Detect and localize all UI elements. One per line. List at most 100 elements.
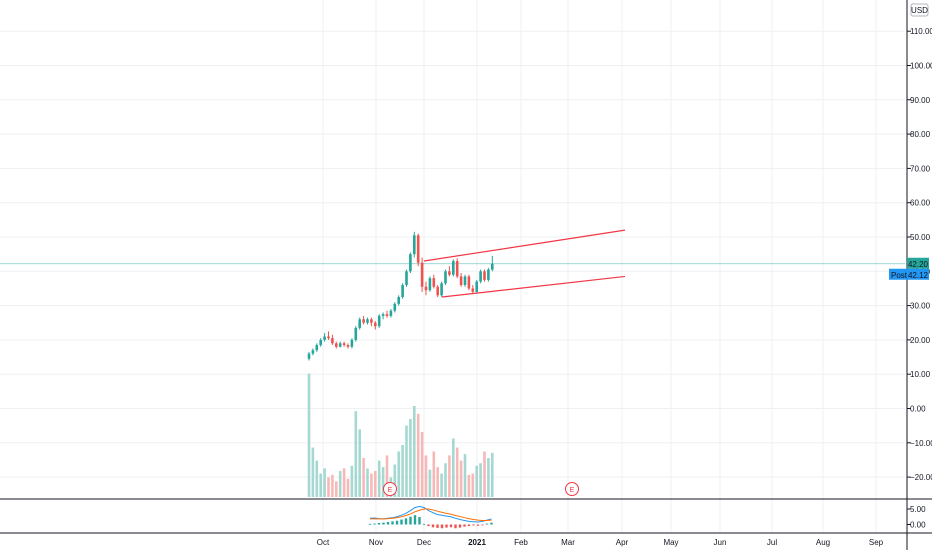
price-tick-label: −10.00 bbox=[910, 439, 932, 448]
macd-histogram-bar bbox=[404, 518, 408, 525]
candle-body bbox=[452, 261, 455, 275]
candle-body bbox=[350, 339, 354, 347]
macd-histogram-bar bbox=[472, 524, 475, 526]
candle-body bbox=[463, 276, 467, 286]
candle-body bbox=[440, 283, 443, 296]
price-tick-label: 30.00 bbox=[910, 302, 931, 311]
volume-bar bbox=[362, 458, 365, 497]
time-tick-label: 2021 bbox=[468, 538, 486, 547]
time-axis: Oct Nov Dec 2021 Feb Mar Apr May Jun Jul Aug Sep bbox=[317, 538, 884, 547]
volume-bar bbox=[487, 458, 490, 497]
macd-histogram-bar bbox=[382, 522, 385, 525]
macd-histogram-bar bbox=[440, 524, 444, 529]
macd-histogram-bar bbox=[400, 519, 403, 525]
candle-body bbox=[335, 343, 338, 347]
volume-bar bbox=[397, 451, 400, 497]
macd-histogram-bar bbox=[418, 517, 421, 525]
post-price-tag: Post bbox=[891, 271, 908, 280]
price-tick-label: −20.00 bbox=[910, 473, 932, 482]
time-tick-label: Aug bbox=[816, 538, 830, 547]
volume-bar bbox=[354, 411, 358, 497]
trend-channel bbox=[423, 229, 626, 298]
candle-body bbox=[483, 271, 486, 280]
time-tick-label: Oct bbox=[317, 538, 330, 547]
volume-bar bbox=[342, 468, 346, 497]
candle-body bbox=[436, 286, 439, 296]
candle-body bbox=[354, 327, 358, 340]
macd-histogram-bar bbox=[377, 522, 381, 525]
candle-body bbox=[448, 271, 451, 275]
price-tick-label: 70.00 bbox=[910, 164, 931, 173]
candle-body bbox=[323, 336, 326, 340]
candle-body bbox=[389, 310, 393, 316]
price-tick-label: 80.00 bbox=[910, 130, 931, 139]
volume-bar bbox=[366, 468, 369, 497]
volume-bar bbox=[424, 455, 428, 497]
volume-bar bbox=[420, 432, 424, 497]
volume-bar bbox=[346, 478, 350, 497]
candle-body bbox=[346, 345, 350, 347]
candle-body bbox=[358, 319, 361, 328]
candle-body bbox=[366, 319, 369, 323]
macd-histogram-bar bbox=[422, 523, 426, 525]
candle-body bbox=[374, 322, 377, 327]
macd-histogram-bar bbox=[467, 524, 471, 527]
volume-bar bbox=[311, 447, 315, 497]
macd-tick-label: 5.00 bbox=[910, 505, 926, 514]
last-price-badge bbox=[907, 257, 929, 269]
earnings-marker-label: E bbox=[570, 487, 575, 494]
volume-bar bbox=[393, 464, 397, 497]
volume-bar bbox=[483, 451, 486, 497]
candle-body bbox=[409, 254, 412, 272]
volume-bar bbox=[432, 451, 436, 497]
volume-bar bbox=[444, 463, 447, 497]
volume-bar bbox=[413, 406, 416, 497]
volume-bar bbox=[416, 413, 420, 497]
channel-lower-line[interactable] bbox=[441, 275, 626, 298]
volume-bar bbox=[452, 438, 455, 497]
volume-bar bbox=[358, 429, 361, 497]
candle-body bbox=[416, 235, 420, 263]
currency-badge[interactable] bbox=[910, 3, 929, 17]
candle-body bbox=[381, 314, 385, 316]
earnings-marker[interactable]: E bbox=[383, 482, 397, 496]
volume-bar bbox=[401, 445, 404, 497]
candle-body bbox=[471, 288, 475, 292]
candle-body bbox=[491, 263, 494, 270]
macd-histogram-bar bbox=[427, 524, 430, 527]
volume-bar bbox=[409, 419, 412, 497]
time-tick-label: Sep bbox=[869, 538, 884, 547]
macd-histogram-bar bbox=[454, 524, 457, 529]
price-tick-label: 0.00 bbox=[910, 405, 926, 414]
candle-body bbox=[370, 319, 373, 323]
candle-body bbox=[338, 343, 342, 347]
price-tick-label: 10.00 bbox=[910, 370, 931, 379]
last-price-label: 42.20 bbox=[908, 260, 929, 269]
channel-upper-line[interactable] bbox=[423, 229, 626, 262]
price-tick-label: 20.00 bbox=[910, 336, 931, 345]
macd-histogram-bar bbox=[445, 524, 448, 528]
volume-bar bbox=[319, 473, 322, 497]
time-tick-label: Jun bbox=[714, 538, 727, 547]
candle-body bbox=[479, 271, 482, 282]
volume-bar bbox=[455, 447, 459, 497]
candle-body bbox=[467, 276, 471, 289]
volume-bar bbox=[381, 467, 385, 497]
volume-bar bbox=[405, 425, 408, 497]
price-tick-label: 50.00 bbox=[910, 233, 931, 242]
earnings-marker[interactable]: E bbox=[565, 482, 579, 496]
macd-histogram-bar bbox=[391, 521, 394, 525]
volume-bar bbox=[479, 463, 482, 497]
candle-body bbox=[342, 343, 346, 346]
macd-histogram-bar bbox=[431, 524, 435, 528]
candle-body bbox=[475, 281, 478, 292]
volume-bar bbox=[338, 471, 342, 497]
time-tick-label: Mar bbox=[561, 538, 575, 547]
candle-body bbox=[315, 345, 319, 351]
candle-body bbox=[397, 297, 400, 304]
candle-body bbox=[327, 336, 330, 339]
volume-bar bbox=[323, 468, 326, 497]
